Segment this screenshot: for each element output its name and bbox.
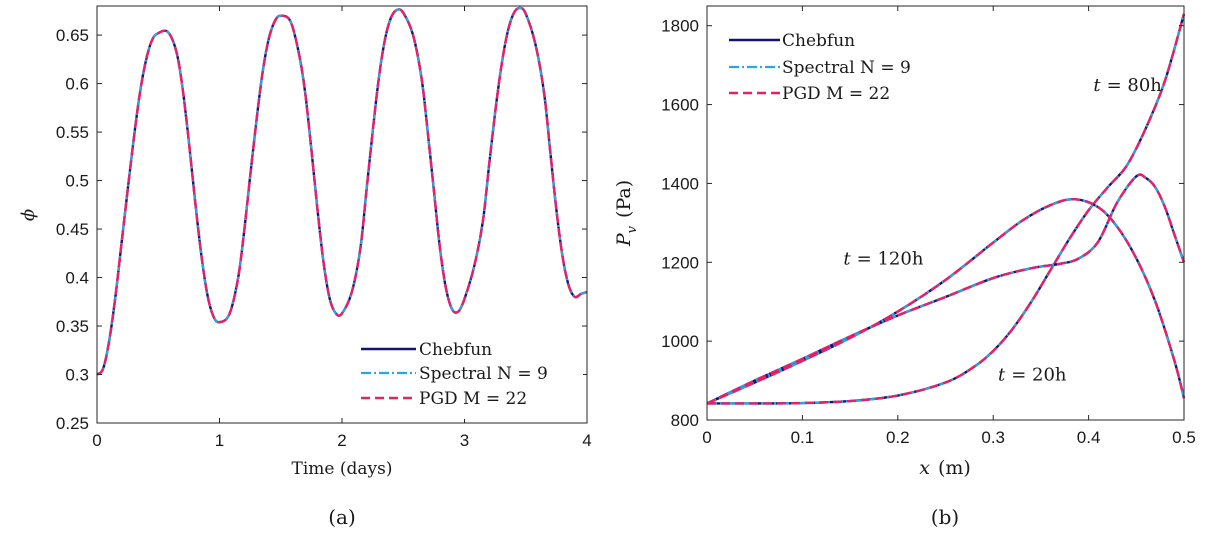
plot-area-a bbox=[96, 6, 588, 376]
profile-labels-b: t = 20h t = 80h t = 120h bbox=[843, 75, 1162, 386]
y-tick-label: 1600 bbox=[661, 96, 699, 115]
y-tick-label: 1800 bbox=[661, 17, 699, 36]
profile-label-120h: t = 120h bbox=[843, 248, 923, 269]
legend-b-label-pgd: PGD M = 22 bbox=[782, 84, 890, 104]
series-line-b-20h-pgd-m-22 bbox=[706, 13, 1186, 405]
ticks-b: 0 0.1 0.2 0.3 0.4 0.5 800 1000 1200 1400 1600 1800 bbox=[661, 6, 1196, 447]
x-tick-label: 0.5 bbox=[1172, 428, 1196, 447]
legend-a-label-chebfun: Chebfun bbox=[419, 340, 492, 360]
legend-b: Chebfun Spectral N = 9 PGD M = 22 bbox=[729, 31, 911, 104]
legend-b-label-spectral: Spectral N = 9 bbox=[782, 58, 911, 78]
chart-panel-a: 0 1 2 3 4 0.25 0.3 0.35 0.4 0.45 0.5 0.55 0.6 0.65 Ti… bbox=[18, 5, 592, 529]
legend-a: Chebfun Spectral N = 9 PGD M = 22 bbox=[358, 336, 583, 419]
ticks-a: 0 1 2 3 4 0.25 0.3 0.35 0.4 0.45 0.5 0.55 0.6 0.65 bbox=[56, 6, 592, 450]
x-axis-label-a: Time (days) bbox=[292, 459, 393, 479]
x-axis-var-b: x bbox=[919, 457, 930, 479]
y-axis-label-b: Pv (Pa) bbox=[613, 180, 640, 247]
x-tick-label: 0 bbox=[702, 428, 711, 447]
y-tick-label: 0.35 bbox=[56, 317, 89, 336]
profile-label-80h: t = 80h bbox=[1093, 75, 1162, 96]
y-axis-var-b: P bbox=[613, 232, 635, 247]
legend-a-label-pgd: PGD M = 22 bbox=[419, 389, 527, 409]
x-axis-unit-b: (m) bbox=[938, 457, 971, 479]
profile-label-20h: t = 20h bbox=[998, 365, 1067, 386]
caption-a: (a) bbox=[328, 505, 356, 529]
legend-a-label-spectral: Spectral N = 9 bbox=[419, 364, 548, 384]
y-tick-label: 1000 bbox=[661, 332, 699, 351]
y-tick-label: 1200 bbox=[661, 253, 699, 272]
x-tick-label: 0.2 bbox=[886, 428, 910, 447]
y-axis-sub-b: v bbox=[625, 225, 640, 233]
x-tick-label: 1 bbox=[215, 431, 224, 450]
x-tick-label: 4 bbox=[582, 431, 591, 450]
y-tick-label: 0.25 bbox=[56, 414, 89, 433]
x-tick-label: 0.3 bbox=[981, 428, 1005, 447]
y-tick-label: 0.6 bbox=[65, 75, 89, 94]
x-tick-label: 0.1 bbox=[791, 428, 815, 447]
x-axis-label-b: x (m) bbox=[919, 457, 971, 479]
y-axis-unit-b: (Pa) bbox=[613, 180, 635, 218]
y-axis-label-a: ϕ bbox=[18, 209, 39, 221]
caption-b: (b) bbox=[931, 505, 959, 529]
axes-box-b bbox=[706, 5, 1185, 421]
legend-b-label-chebfun: Chebfun bbox=[782, 31, 855, 51]
series-line-a-chebfun bbox=[96, 6, 588, 376]
x-tick-label: 2 bbox=[337, 431, 346, 450]
y-tick-label: 0.3 bbox=[65, 366, 89, 385]
x-tick-label: 0.4 bbox=[1077, 428, 1101, 447]
y-tick-label: 0.65 bbox=[56, 26, 89, 45]
series-line-a-pgd-m-22 bbox=[96, 6, 588, 376]
y-tick-label: 1400 bbox=[661, 174, 699, 193]
series-line-b-120h-pgd-m-22 bbox=[706, 197, 1186, 405]
series-line-b-20h-chebfun bbox=[706, 13, 1186, 405]
y-tick-label: 0.5 bbox=[65, 172, 89, 191]
series-line-b-80h-spectral-n-9 bbox=[706, 173, 1186, 405]
x-tick-label: 0 bbox=[92, 431, 101, 450]
series-line-a-spectral-n-9 bbox=[96, 6, 588, 376]
y-tick-label: 0.4 bbox=[65, 269, 89, 288]
series-line-b-20h-spectral-n-9 bbox=[706, 13, 1186, 405]
y-tick-label: 0.55 bbox=[56, 123, 89, 142]
plot-area-b bbox=[706, 13, 1186, 405]
y-tick-label: 0.45 bbox=[56, 220, 89, 239]
chart-panel-b: 0 0.1 0.2 0.3 0.4 0.580010001200140016001800 … bbox=[613, 5, 1196, 529]
y-tick-label: 800 bbox=[671, 411, 699, 430]
x-tick-label: 3 bbox=[460, 431, 469, 450]
